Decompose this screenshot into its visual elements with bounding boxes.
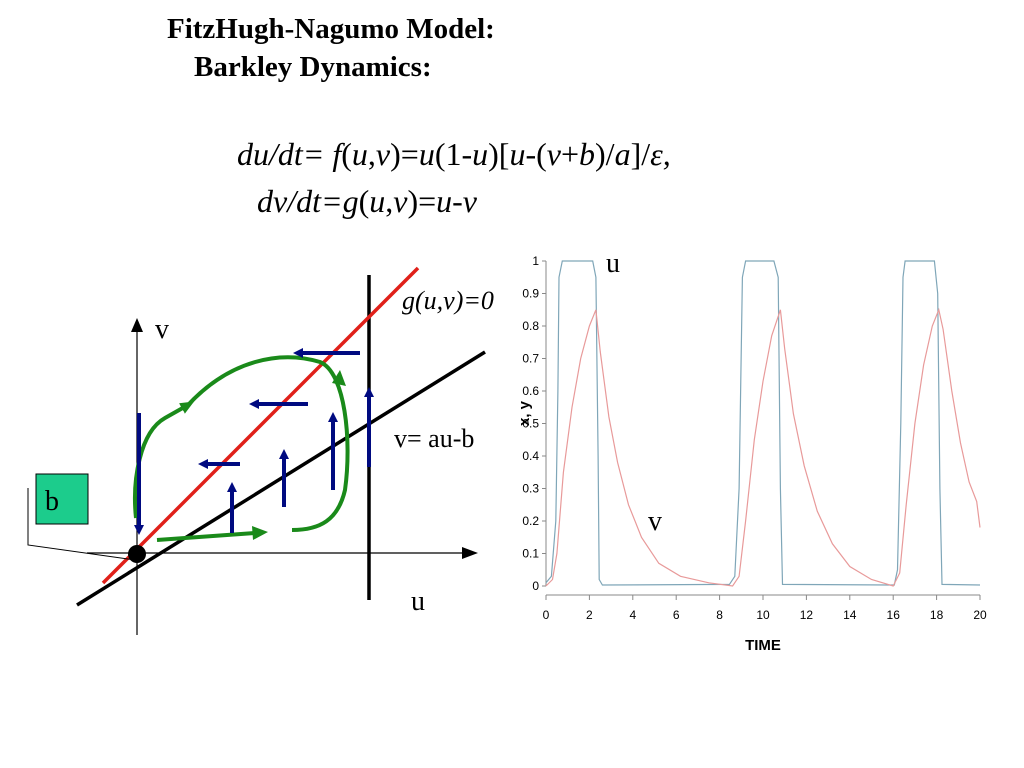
equation-part: v bbox=[462, 183, 477, 219]
y-tick-label: 0.7 bbox=[522, 352, 539, 366]
slide-title: FitzHugh-Nagumo Model: Barkley Dynamics: bbox=[167, 10, 495, 86]
trajectory-curve bbox=[133, 401, 195, 519]
equation-part: a bbox=[614, 136, 631, 172]
equation-part: )= bbox=[390, 136, 419, 172]
equation-part: u bbox=[369, 183, 386, 219]
trajectory-bottom-segment bbox=[156, 531, 256, 542]
equation-part: )/ bbox=[595, 136, 615, 172]
equation-part: , bbox=[367, 136, 376, 172]
equation-part: dv/dt= bbox=[257, 183, 343, 219]
y-tick-label: 0.4 bbox=[522, 449, 539, 463]
equation-part: ε bbox=[650, 136, 663, 172]
x-tick-label: 12 bbox=[800, 608, 814, 622]
b-callout-line bbox=[27, 488, 136, 561]
y-tick-label: 0.9 bbox=[522, 287, 539, 301]
series-v-line bbox=[545, 307, 981, 587]
y-tick-label: 0.8 bbox=[522, 319, 539, 333]
y-tick-label: 0 bbox=[532, 579, 539, 593]
equation-du-dt: du/dt= f(u,v)=u(1-u)[u-(v+b)/a]/ε, bbox=[237, 136, 671, 173]
axis-v-label: v bbox=[155, 314, 169, 345]
x-tick-label: 8 bbox=[716, 608, 723, 622]
x-tick-label: 16 bbox=[887, 608, 901, 622]
series-u-line bbox=[545, 260, 981, 586]
annotation-u: u bbox=[606, 248, 620, 279]
fixed-point bbox=[128, 545, 146, 563]
x-tick-label: 6 bbox=[673, 608, 680, 622]
x-tick-label: 0 bbox=[543, 608, 550, 622]
equation-part: )[ bbox=[488, 136, 510, 172]
trajectory-arrowhead-right bbox=[332, 370, 346, 386]
equation-part: ( bbox=[341, 136, 352, 172]
equation-part: u bbox=[351, 136, 368, 172]
equation-part: ( bbox=[358, 183, 370, 219]
y-tick-label: 0.5 bbox=[522, 417, 539, 431]
equation-part: f bbox=[332, 136, 342, 172]
equation-part: + bbox=[560, 136, 580, 172]
v-nullcline-label: v= au-b bbox=[394, 424, 474, 453]
equation-part: u bbox=[509, 136, 526, 172]
axis-u-label: u bbox=[411, 586, 425, 617]
equation-part: g bbox=[342, 183, 359, 219]
x-tick-label: 14 bbox=[843, 608, 857, 622]
equation-part: u bbox=[436, 183, 453, 219]
title-line-2: Barkley Dynamics: bbox=[194, 51, 432, 83]
trajectory-curve-top bbox=[186, 355, 350, 532]
g-nullcline-line bbox=[101, 266, 420, 585]
equation-part: ]/ bbox=[630, 136, 651, 172]
x-tick-label: 10 bbox=[756, 608, 770, 622]
x-axis-title: TIME bbox=[745, 637, 781, 654]
x-tick-label: 18 bbox=[930, 608, 944, 622]
title-line-1: FitzHugh-Nagumo Model: bbox=[167, 13, 495, 45]
y-tick-label: 0.3 bbox=[522, 482, 539, 496]
x-tick-label: 20 bbox=[973, 608, 987, 622]
y-axis-title: x, y bbox=[516, 400, 533, 426]
y-tick-label: 0.6 bbox=[522, 384, 539, 398]
equation-part: u bbox=[472, 136, 489, 172]
y-tick-label: 0.2 bbox=[522, 514, 539, 528]
u-axis-arrowhead bbox=[462, 547, 478, 559]
v-axis-arrowhead bbox=[131, 318, 143, 332]
equation-part: v bbox=[546, 136, 561, 172]
equation-part: -( bbox=[525, 136, 547, 172]
equation-part: v bbox=[375, 136, 391, 172]
equation-part: - bbox=[452, 183, 463, 219]
equation-part: , bbox=[662, 136, 671, 172]
x-tick-label: 2 bbox=[586, 608, 593, 622]
equation-part: , bbox=[385, 183, 394, 219]
equation-part: (1- bbox=[434, 136, 473, 172]
equation-dv-dt: dv/dt=g(u,v)=u-v bbox=[257, 183, 477, 220]
v-nullcline-line bbox=[76, 350, 486, 607]
b-box-label: b bbox=[45, 486, 59, 517]
equation-part: u bbox=[418, 136, 435, 172]
x-tick-label: 4 bbox=[629, 608, 636, 622]
equation-part: v bbox=[393, 183, 408, 219]
y-tick-label: 0.1 bbox=[522, 547, 539, 561]
annotation-v: v bbox=[648, 506, 662, 537]
equation-part: du/dt= bbox=[237, 136, 333, 172]
trajectory-bottom-arrowhead bbox=[252, 526, 268, 540]
equation-part: b bbox=[579, 136, 596, 172]
g-nullcline-label: g(u,v)=0 bbox=[402, 286, 494, 315]
b-box bbox=[35, 473, 89, 525]
y-tick-label: 1 bbox=[532, 254, 539, 268]
equation-part: )= bbox=[407, 183, 437, 219]
time-series-chart: 00.10.20.30.40.50.60.70.80.910 2 4 6 8 10 12 14… bbox=[516, 248, 987, 654]
